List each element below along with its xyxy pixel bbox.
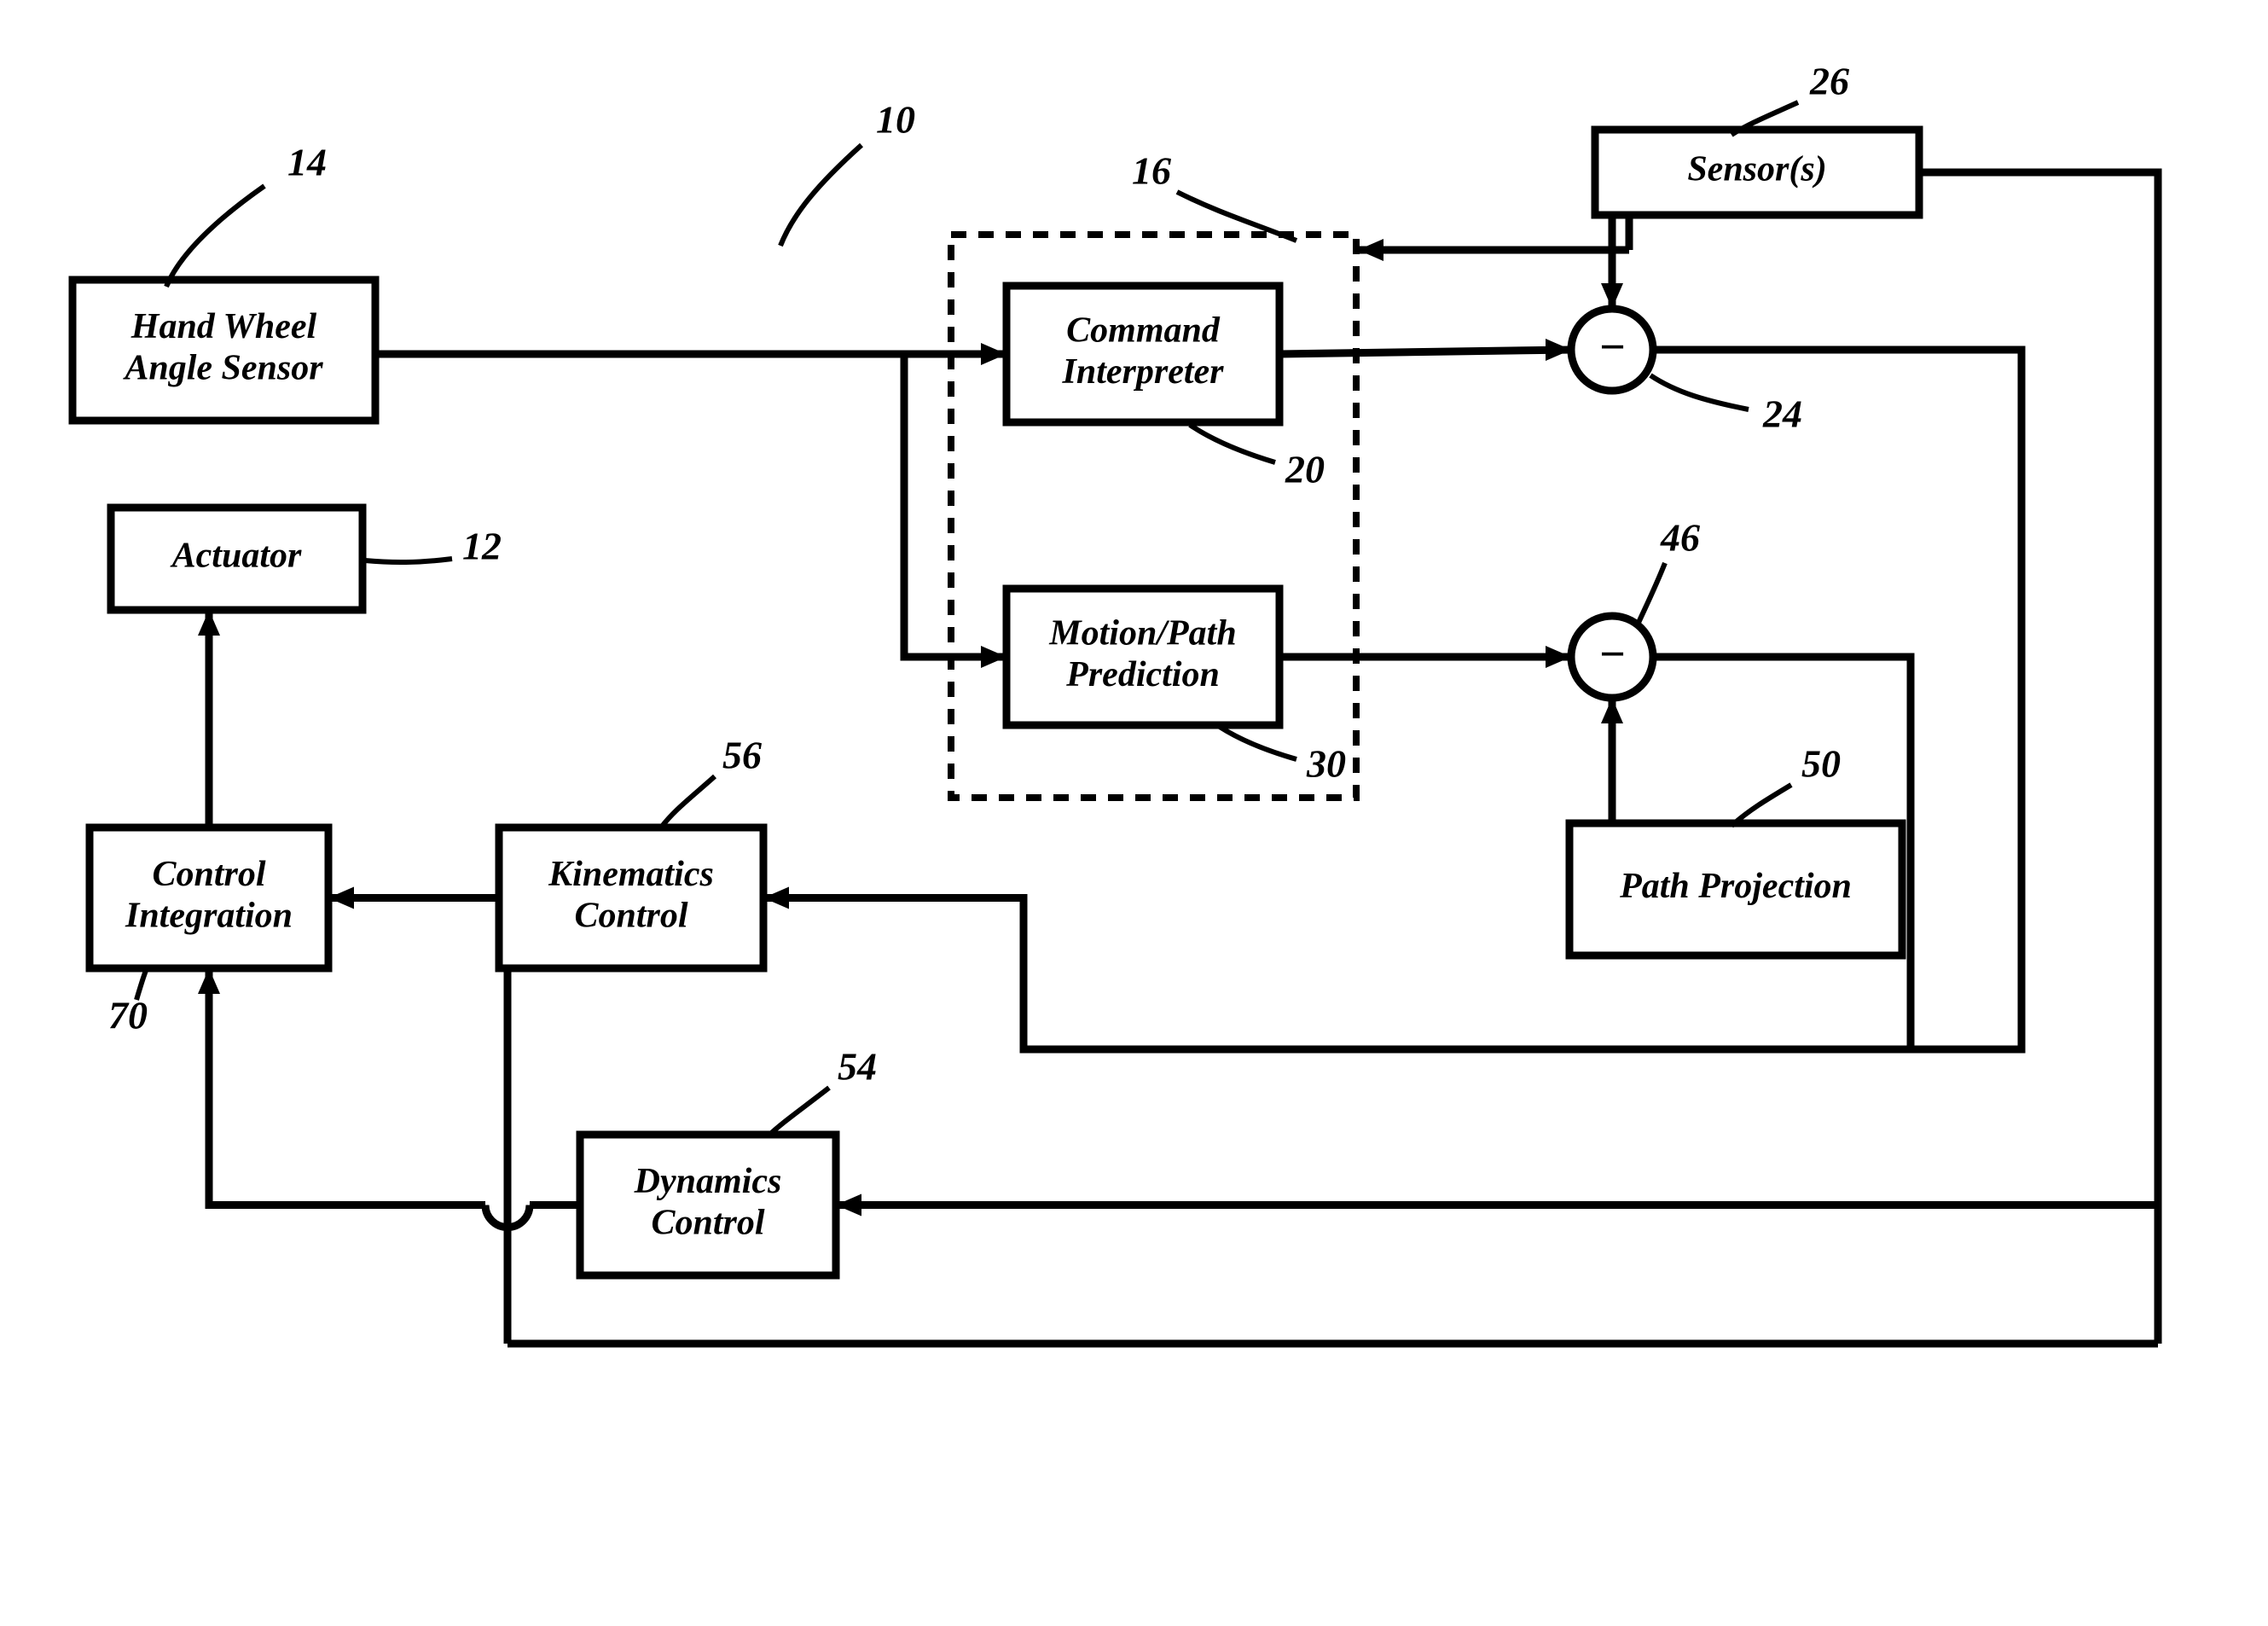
refnum-20: 20 <box>1285 448 1325 491</box>
summer-s46-minus: − <box>1598 628 1627 679</box>
leader-12 <box>365 559 452 562</box>
refnum-54: 54 <box>838 1045 877 1089</box>
leader-24 <box>1650 375 1749 409</box>
block-kin-label: Control <box>574 896 687 935</box>
block-diagram: Hand WheelAngle SensorActuatorControlInt… <box>0 0 2268 1626</box>
refnum-30: 30 <box>1306 742 1346 786</box>
refnum-50: 50 <box>1801 742 1841 786</box>
block-cmd-label: Interpreter <box>1062 352 1225 392</box>
refnum-14: 14 <box>287 141 327 184</box>
block-actuator-label: Actuator <box>170 537 302 576</box>
refnum-56: 56 <box>722 734 762 777</box>
block-handwheel-label: Angle Sensor <box>122 348 323 387</box>
leader-20 <box>1190 425 1275 462</box>
block-motion-label: Motion/Path <box>1048 613 1236 653</box>
refnum-16: 16 <box>1132 149 1171 193</box>
block-ctrl_int-label: Control <box>152 855 265 894</box>
leader-10 <box>780 145 861 246</box>
leader-54 <box>768 1088 829 1136</box>
refnum-70: 70 <box>108 994 148 1037</box>
leader-46 <box>1638 563 1665 624</box>
refnum-12: 12 <box>462 525 502 568</box>
block-pathproj-label: Path Projection <box>1619 867 1852 906</box>
block-handwheel-label: Hand Wheel <box>131 307 317 346</box>
leader-56 <box>661 776 715 828</box>
block-cmd-label: Command <box>1066 311 1221 350</box>
leader-14 <box>166 186 264 287</box>
refnum-46: 46 <box>1660 516 1700 560</box>
block-dyn-label: Dynamics <box>634 1162 782 1201</box>
summer-s24-minus: − <box>1598 321 1627 372</box>
refnum-10: 10 <box>876 98 915 142</box>
block-sensors-label: Sensor(s) <box>1687 150 1826 189</box>
refnum-26: 26 <box>1809 60 1849 103</box>
block-kin-label: Kinematics <box>548 855 714 894</box>
block-motion-label: Prediction <box>1065 655 1220 694</box>
leader-30 <box>1220 727 1296 759</box>
block-ctrl_int-label: Integration <box>125 896 293 935</box>
refnum-24: 24 <box>1762 392 1802 436</box>
block-dyn-label: Control <box>651 1203 764 1242</box>
